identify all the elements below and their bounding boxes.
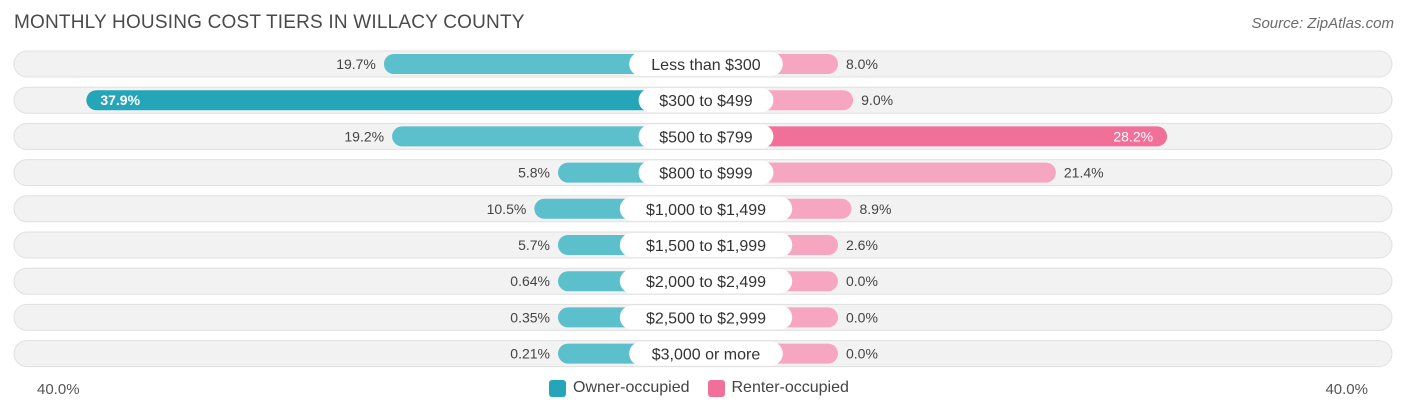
category-pill <box>619 269 793 294</box>
category-label: $500 to $799 <box>659 129 753 146</box>
owner-value-label: 19.7% <box>336 56 376 72</box>
owner-value-label: 0.64% <box>510 273 550 289</box>
category-pill <box>638 160 774 185</box>
category-label: $1,500 to $1,999 <box>646 238 766 255</box>
category-label: $3,000 or more <box>652 347 761 364</box>
owner-bar <box>392 126 706 147</box>
renter-value-label: 0.0% <box>846 309 878 325</box>
category-pill <box>619 233 793 257</box>
category-label: $800 to $999 <box>659 166 753 183</box>
renter-value-label: 0.0% <box>846 273 878 289</box>
legend-label-renter: Renter-occupied <box>731 379 849 396</box>
category-label: Less than $300 <box>651 57 761 74</box>
category-pill <box>619 196 793 221</box>
axis-label-left: 40.0% <box>37 381 80 398</box>
owner-value-label: 5.8% <box>518 165 550 181</box>
category-pill <box>638 88 774 113</box>
renter-value-label: 8.0% <box>846 56 878 72</box>
renter-value-label: 9.0% <box>861 92 893 108</box>
owner-value-label: 37.9% <box>100 92 140 108</box>
renter-bar <box>706 126 1168 147</box>
owner-value-label: 10.5% <box>487 201 527 217</box>
owner-value-label: 19.2% <box>344 128 384 144</box>
legend-swatch-owner <box>549 379 566 397</box>
category-label: $300 to $499 <box>659 93 753 110</box>
axis-label-right: 40.0% <box>1325 381 1368 398</box>
legend-label-owner: Owner-occupied <box>573 379 690 396</box>
legend: Owner-occupied Renter-occupied <box>549 379 867 397</box>
chart-title: MONTHLY HOUSING COST TIERS IN WILLACY CO… <box>14 12 525 33</box>
renter-bar <box>706 162 1056 183</box>
legend-item-owner[interactable]: Owner-occupied <box>549 379 690 397</box>
owner-bar <box>86 90 706 111</box>
renter-value-label: 0.0% <box>846 346 878 362</box>
renter-value-label: 8.9% <box>860 201 892 217</box>
owner-value-label: 5.7% <box>518 237 550 253</box>
category-label: $2,500 to $2,999 <box>646 310 766 327</box>
category-label: $2,000 to $2,499 <box>646 274 766 291</box>
owner-value-label: 0.35% <box>510 309 550 325</box>
category-pill <box>629 52 783 76</box>
legend-item-renter[interactable]: Renter-occupied <box>707 379 849 397</box>
category-pill <box>638 124 774 149</box>
renter-value-label: 21.4% <box>1064 165 1104 181</box>
owner-value-label: 0.21% <box>510 346 550 362</box>
renter-value-label: 2.6% <box>846 237 878 253</box>
source-label: Source: ZipAtlas.com <box>1251 15 1394 32</box>
category-pill <box>629 341 783 366</box>
renter-value-label: 28.2% <box>1113 128 1153 144</box>
category-pill <box>619 305 793 330</box>
legend-swatch-renter <box>707 379 725 397</box>
category-label: $1,000 to $1,499 <box>646 202 766 219</box>
owner-bar <box>383 54 706 74</box>
